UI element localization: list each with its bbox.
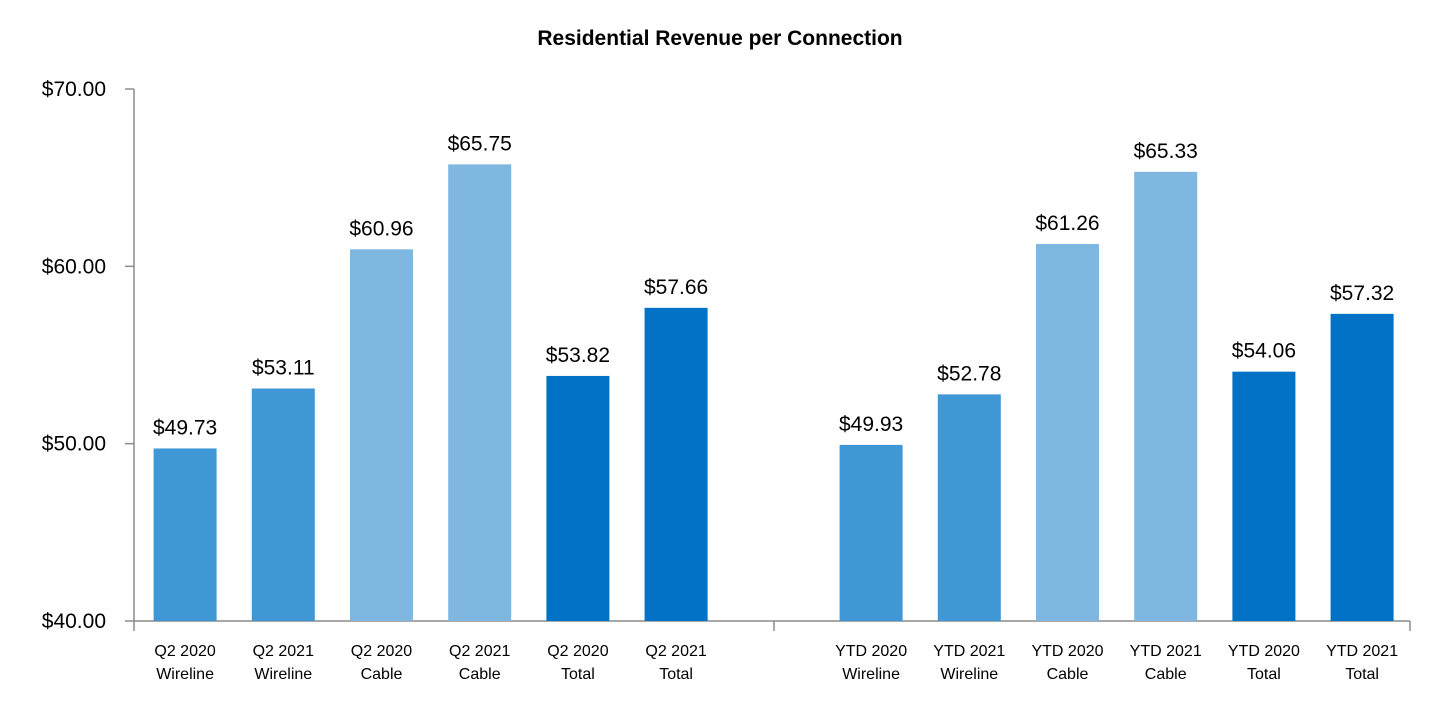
- x-category-label: Q2 2021 Cable: [449, 643, 510, 683]
- x-category-label-line: Q2 2020: [547, 643, 608, 660]
- x-category-label-line: Q2 2021: [645, 643, 706, 660]
- data-label: $57.66: [644, 276, 708, 299]
- y-tick-label: $70.00: [42, 78, 106, 101]
- x-category-label: YTD 2021 Total: [1326, 643, 1398, 683]
- x-category-label: Q2 2020 Total: [547, 643, 608, 683]
- x-category-label-line: YTD 2021: [933, 643, 1005, 660]
- bar: [937, 394, 1001, 621]
- bar: [644, 307, 708, 621]
- x-category-label-line: Total: [659, 666, 693, 683]
- x-category-label: YTD 2020 Wireline: [835, 643, 907, 683]
- y-tick-label: $40.00: [42, 610, 106, 633]
- data-label: $57.32: [1330, 282, 1394, 305]
- bar: [153, 448, 217, 621]
- x-category-label: YTD 2020 Total: [1228, 643, 1300, 683]
- x-category-label-line: YTD 2021: [1130, 643, 1202, 660]
- y-tick-label: $60.00: [42, 255, 106, 278]
- data-label: $53.82: [546, 344, 610, 367]
- data-label: $65.75: [448, 132, 512, 155]
- x-category-label-line: Total: [561, 666, 595, 683]
- data-label: $65.33: [1134, 140, 1198, 163]
- bar: [350, 249, 413, 621]
- x-category-label-line: Wireline: [156, 666, 214, 683]
- data-label: $61.26: [1035, 212, 1099, 235]
- x-category-label: YTD 2021 Cable: [1130, 643, 1202, 683]
- x-category-label: Q2 2021 Total: [645, 643, 706, 683]
- bar: [839, 444, 903, 621]
- x-category-label-line: Cable: [1145, 666, 1187, 683]
- bar: [1036, 243, 1099, 622]
- x-category-label: YTD 2021 Wireline: [933, 643, 1005, 683]
- data-label: $49.93: [839, 413, 903, 436]
- bar: [546, 375, 610, 621]
- bar: [251, 388, 315, 621]
- x-category-label: Q2 2020 Cable: [351, 643, 412, 683]
- x-category-label-line: YTD 2020: [835, 643, 907, 660]
- x-category-label-line: YTD 2021: [1326, 643, 1398, 660]
- bar: [1134, 171, 1198, 621]
- x-category-label-line: Wireline: [842, 666, 900, 683]
- x-category-label-line: Q2 2021: [253, 643, 314, 660]
- x-category-label-line: Cable: [361, 666, 403, 683]
- x-category-label-line: Wireline: [254, 666, 312, 683]
- x-category-label-line: YTD 2020: [1031, 643, 1103, 660]
- bar: [448, 164, 512, 621]
- x-category-label-line: Total: [1247, 666, 1281, 683]
- x-category-label-line: Wireline: [940, 666, 998, 683]
- data-label: $52.78: [937, 362, 1001, 385]
- x-category-label-line: YTD 2020: [1228, 643, 1300, 660]
- x-category-label-line: Q2 2020: [351, 643, 412, 660]
- y-tick-label: $50.00: [42, 433, 106, 456]
- x-category-label: YTD 2020 Cable: [1031, 643, 1103, 683]
- bar: [1232, 371, 1296, 621]
- data-label: $54.06: [1232, 340, 1296, 363]
- data-label: $53.11: [252, 357, 315, 380]
- x-category-label-line: Q2 2021: [449, 643, 510, 660]
- x-category-label: Q2 2021 Wireline: [253, 643, 314, 683]
- x-category-label: Q2 2020 Wireline: [154, 643, 215, 683]
- x-category-label-line: Cable: [1047, 666, 1089, 683]
- chart-title: Residential Revenue per Connection: [537, 27, 903, 50]
- data-label: $49.73: [153, 416, 217, 439]
- bar: [1330, 313, 1394, 621]
- x-category-label-line: Cable: [459, 666, 501, 683]
- data-label: $60.96: [349, 217, 413, 240]
- x-category-label-line: Q2 2020: [154, 643, 215, 660]
- x-category-label-line: Total: [1345, 666, 1379, 683]
